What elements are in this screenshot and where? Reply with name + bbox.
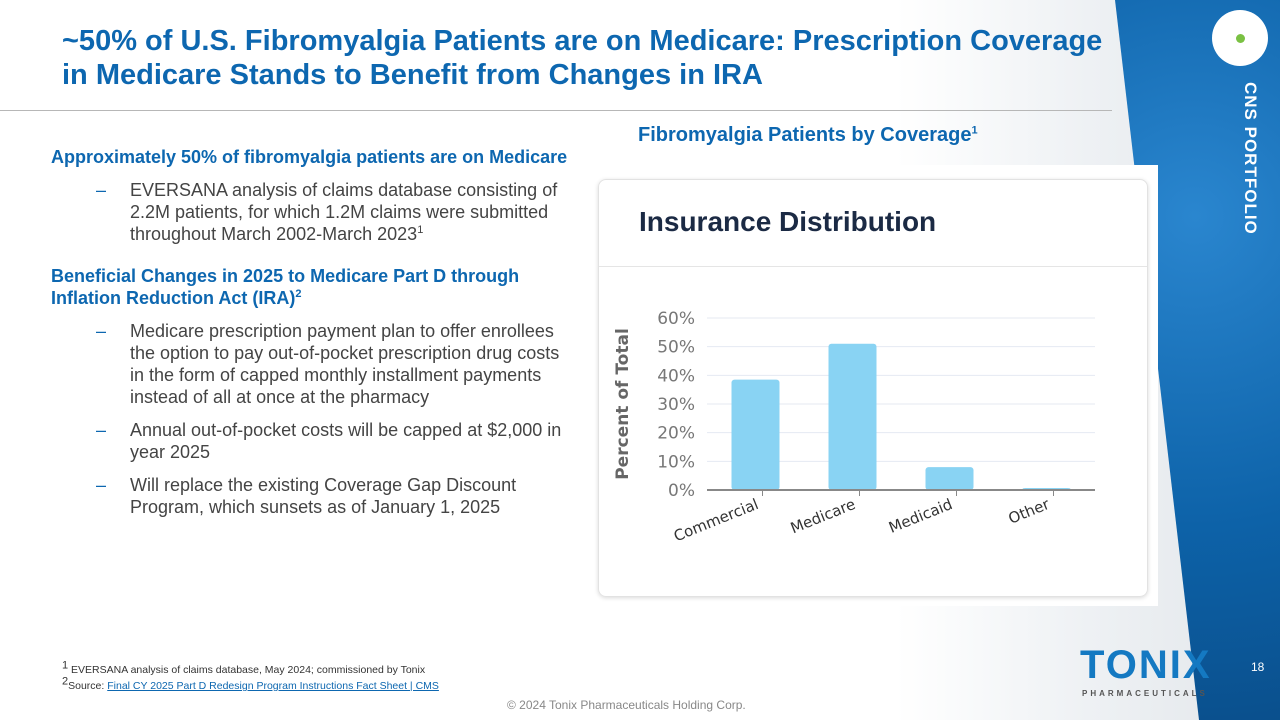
y-tick-label: 30%	[657, 395, 695, 415]
chart-heading: Fibromyalgia Patients by Coverage1	[638, 124, 978, 147]
divider	[0, 110, 1112, 111]
y-tick-label: 0%	[668, 481, 695, 501]
footnote-text: Source:	[68, 680, 108, 692]
footnote-text: EVERSANA analysis of claims database, Ma…	[71, 664, 426, 676]
superscript: 2	[62, 675, 69, 688]
cms-source-link[interactable]: Final CY 2025 Part D Redesign Program In…	[107, 680, 439, 692]
neuron-icon	[1212, 10, 1268, 66]
text-content: Approximately 50% of fibromyalgia patien…	[51, 146, 571, 518]
footnote-2: 2Source: Final CY 2025 Part D Redesign P…	[62, 676, 439, 693]
y-tick-label: 60%	[657, 309, 695, 329]
heading-text: Beneficial Changes in 2025 to Medicare P…	[51, 266, 520, 308]
bullet: Will replace the existing Coverage Gap D…	[51, 474, 571, 518]
y-axis-label: Percent of Total	[613, 328, 633, 480]
bar-chart: 0% 10% 20% 30% 40% 50% 60% Commercial Medicare Me…	[613, 309, 1095, 545]
x-tick-label: Other	[1006, 495, 1053, 528]
superscript: 1	[417, 224, 424, 236]
chart-heading-text: Fibromyalgia Patients by Coverage	[638, 124, 972, 146]
x-tick-label: Medicaid	[886, 495, 955, 537]
copyright: © 2024 Tonix Pharmaceuticals Holding Cor…	[507, 698, 746, 712]
page-number: 18	[1251, 660, 1265, 674]
x-tick-label: Medicare	[788, 495, 858, 537]
slide-title: ~50% of U.S. Fibromyalgia Patients are o…	[62, 25, 1103, 91]
y-tick-label: 40%	[657, 366, 695, 386]
y-tick-label: 50%	[657, 338, 695, 358]
heading-ira: Beneficial Changes in 2025 to Medicare P…	[51, 265, 571, 309]
footnote-1: 1 EVERSANA analysis of claims database, …	[62, 660, 426, 677]
bullet: EVERSANA analysis of claims database con…	[51, 179, 571, 245]
y-tick-label: 20%	[657, 424, 695, 444]
chart-card: Insurance Distribution	[598, 179, 1148, 597]
bullet-text: EVERSANA analysis of claims database con…	[130, 180, 558, 244]
chart-title: Insurance Distribution	[639, 206, 937, 237]
section-label: CNS PORTFOLIO	[1241, 82, 1260, 235]
bar-medicare	[828, 343, 877, 490]
heading-medicare: Approximately 50% of fibromyalgia patien…	[51, 147, 568, 167]
bullet: Annual out-of-pocket costs will be cappe…	[51, 419, 571, 463]
tonix-logo-sub: PHARMACEUTICALS	[1082, 689, 1208, 698]
bar-commercial	[731, 379, 780, 490]
chart-image: Insurance Distribution 0% 10% 20% 30% 40% 50%…	[598, 165, 1158, 606]
superscript: 2	[295, 288, 302, 300]
y-tick-label: 10%	[657, 452, 695, 472]
card-divider	[599, 266, 1147, 267]
bar-medicaid	[925, 467, 974, 490]
superscript: 1	[62, 659, 69, 672]
bullet: Medicare prescription payment plan to of…	[51, 320, 571, 408]
tonix-logo: TONIX	[1080, 643, 1212, 687]
superscript: 1	[971, 124, 978, 137]
x-tick-label: Commercial	[671, 495, 761, 545]
